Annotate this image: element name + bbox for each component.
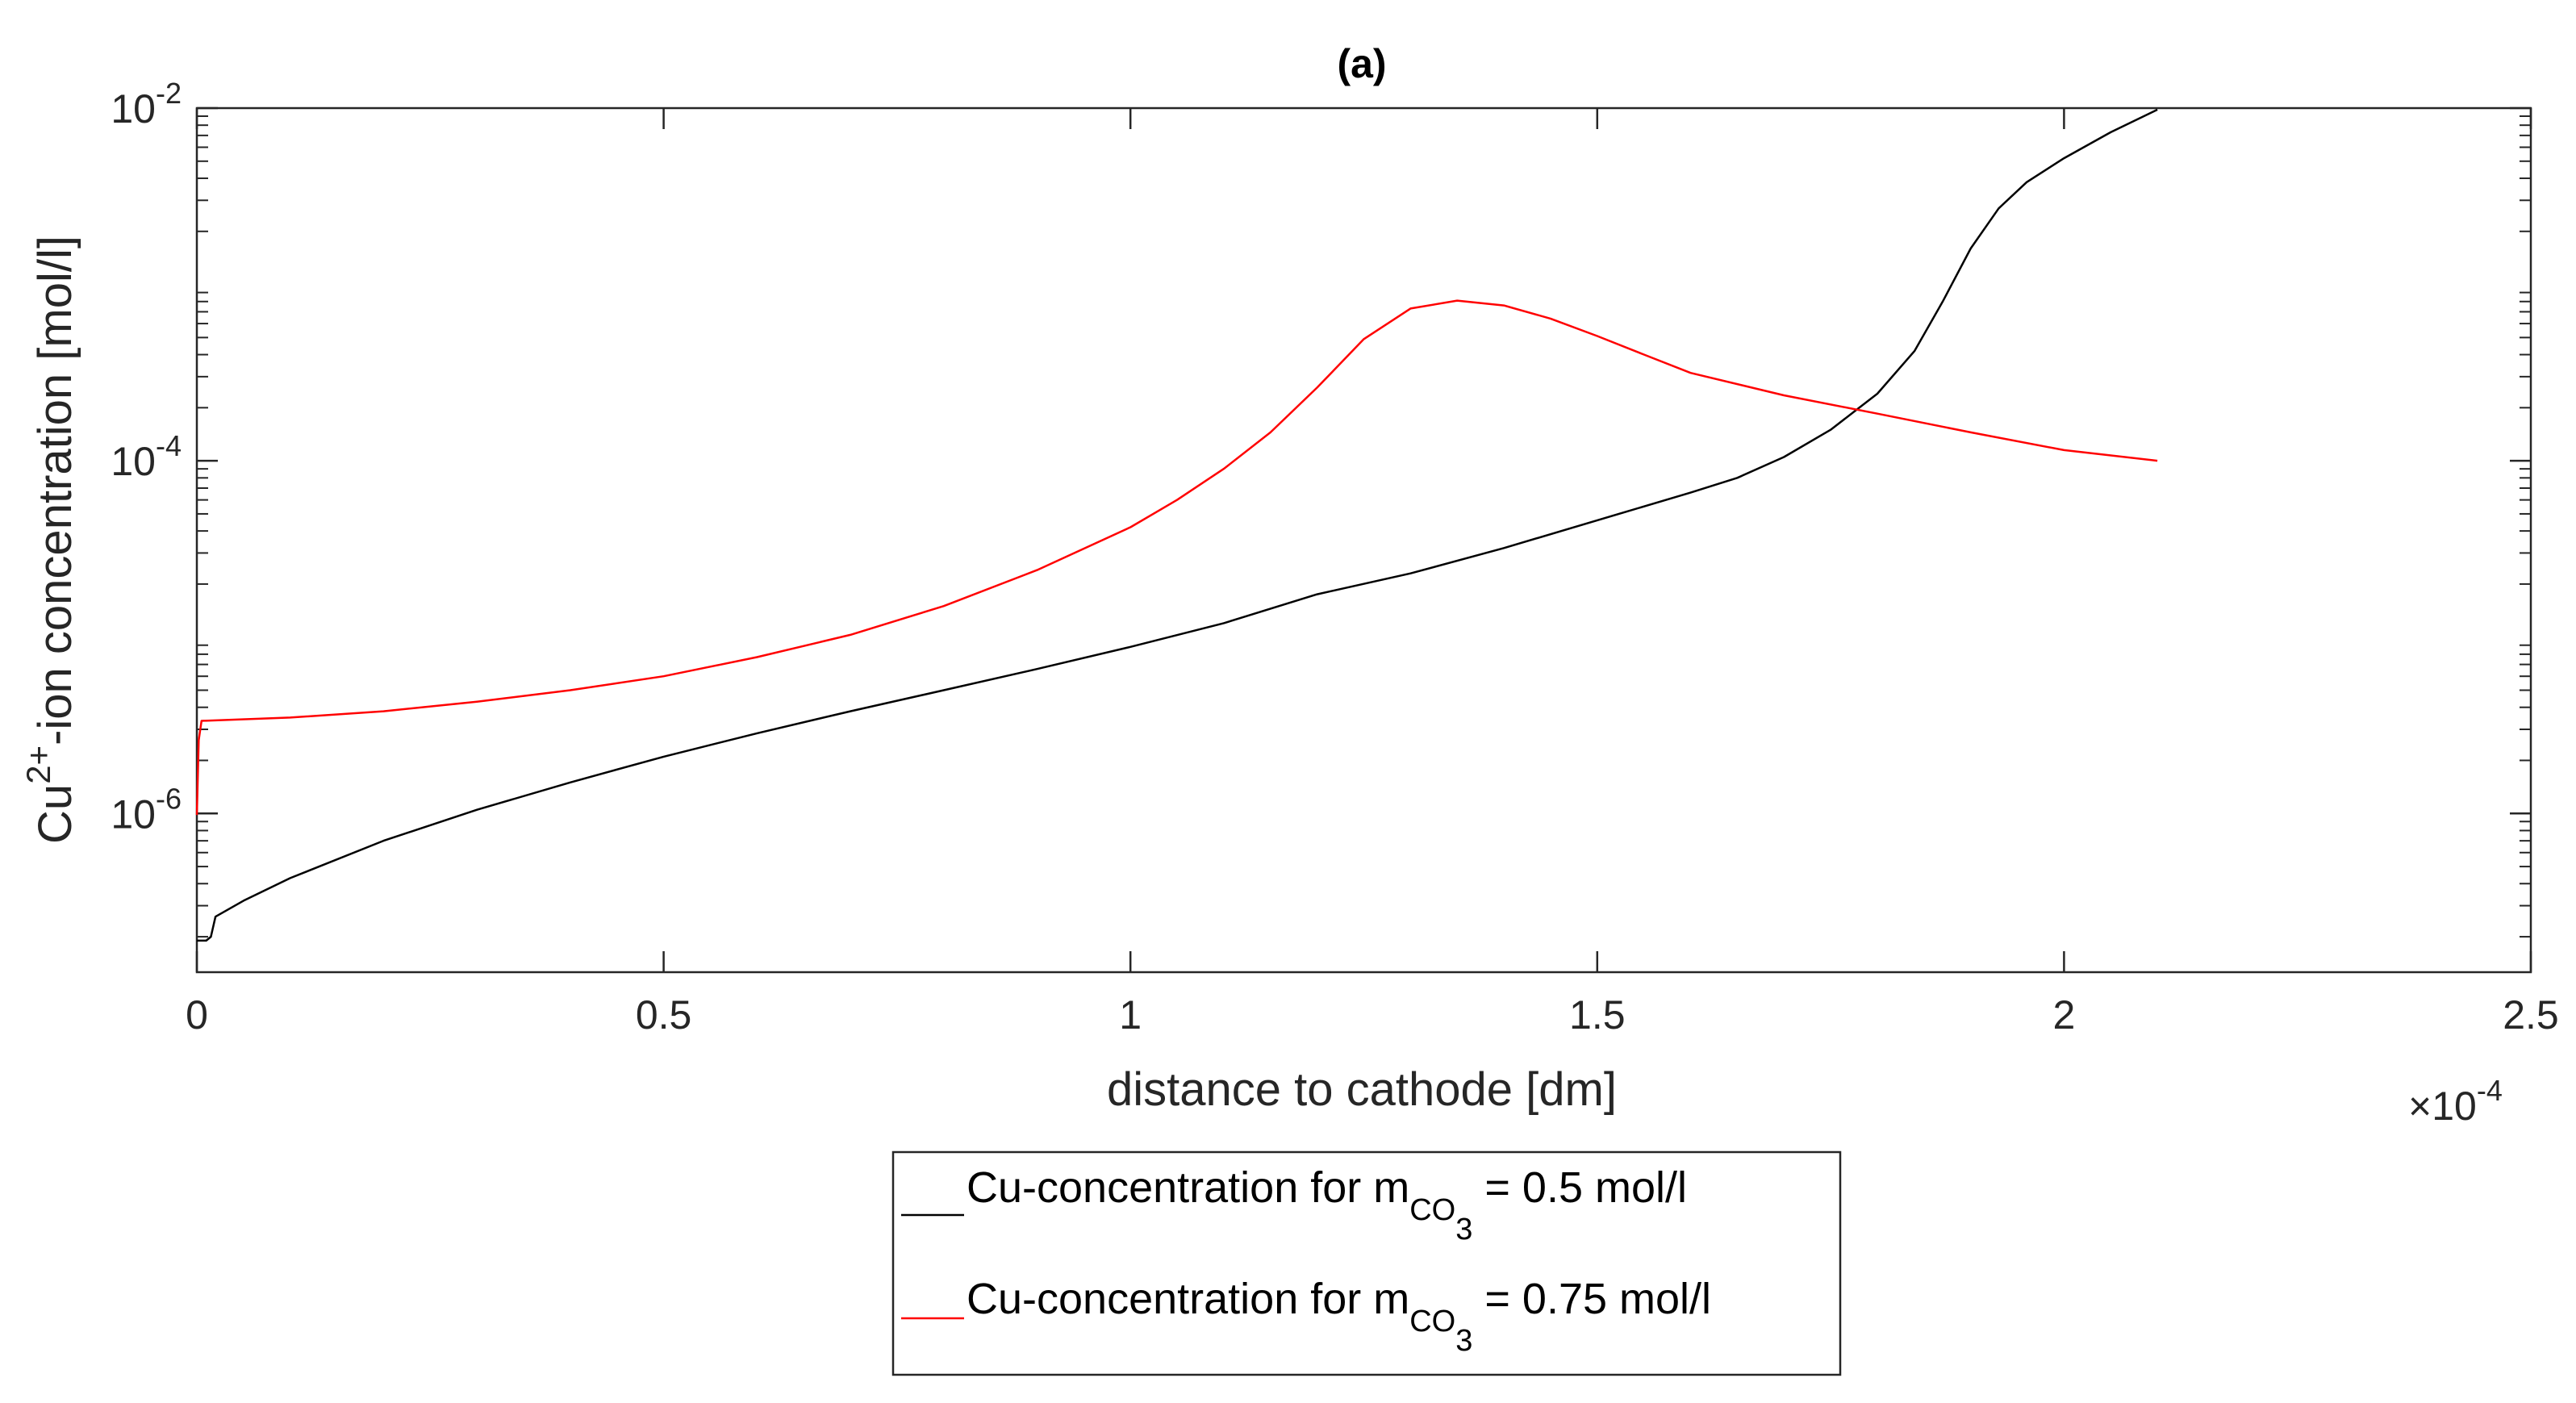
- x-tick-labels: 0 0.5 1 1.5 2 2.5: [186, 992, 2559, 1038]
- y-axis-label-suffix: -ion concentration [mol/l]: [29, 236, 81, 745]
- legend-entry-0-suffix: = 0.5 mol/l: [1472, 1163, 1687, 1212]
- x-tick-label: 2.5: [2503, 992, 2559, 1038]
- series-line-red: [195, 299, 2158, 816]
- x-tick-label: 1.5: [1569, 992, 1626, 1038]
- legend-entry-0-subscript: CO: [1409, 1193, 1455, 1227]
- y-tick-label-exponent: -4: [156, 429, 182, 462]
- y-tick-label-base: 10: [111, 439, 156, 484]
- legend-entry-0-subsubscript: 3: [1455, 1213, 1472, 1246]
- legend-entry-0-prefix: Cu-concentration for m: [967, 1163, 1409, 1212]
- plot-frame: [195, 106, 2532, 974]
- x-scale-factor: ×10-4: [2408, 1074, 2503, 1129]
- chart-title: (a): [1337, 41, 1386, 86]
- legend: Cu-concentration for mCO3 = 0.5 mol/l Cu…: [891, 1150, 1842, 1376]
- x-tick-label: 0.5: [636, 992, 692, 1038]
- major-ticks: [195, 106, 2532, 972]
- y-axis-label-prefix: Cu: [29, 784, 81, 844]
- series-line-black: [197, 108, 2158, 942]
- y-tick-label-exponent: -2: [156, 77, 182, 110]
- y-tick-label: 10-2: [111, 77, 182, 132]
- y-axis-label: Cu2+-ion concentration [mol/l]: [19, 236, 81, 844]
- x-tick-label: 1: [1119, 992, 1142, 1038]
- legend-entry-0: Cu-concentration for mCO3 = 0.5 mol/l: [967, 1163, 1687, 1246]
- y-tick-label-base: 10: [111, 86, 156, 132]
- legend-entry-1-prefix: Cu-concentration for m: [967, 1275, 1409, 1323]
- y-tick-labels: 10-610-410-2: [111, 77, 182, 837]
- x-tick-label: 0: [186, 992, 208, 1038]
- x-scale-factor-exponent: -4: [2477, 1074, 2503, 1107]
- minor-ticks: [197, 115, 2531, 938]
- legend-box: [891, 1150, 1842, 1376]
- legend-entry-1: Cu-concentration for mCO3 = 0.75 mol/l: [967, 1275, 1711, 1358]
- x-axis-label: distance to cathode [dm]: [1107, 1063, 1617, 1116]
- y-tick-label: 10-4: [111, 429, 182, 484]
- x-tick-label: 2: [2052, 992, 2075, 1038]
- legend-entry-1-suffix: = 0.75 mol/l: [1472, 1275, 1711, 1323]
- series-layer: [195, 108, 2158, 942]
- legend-entry-1-subsubscript: 3: [1455, 1324, 1472, 1358]
- x-scale-factor-base: ×10: [2408, 1084, 2477, 1129]
- legend-entry-1-subscript: CO: [1409, 1305, 1455, 1338]
- y-tick-label: 10-6: [111, 782, 182, 837]
- y-tick-label-base: 10: [111, 791, 156, 837]
- plot-area: [195, 106, 2532, 974]
- y-axis-label-superscript: 2+: [19, 745, 57, 784]
- y-tick-label-exponent: -6: [156, 782, 182, 815]
